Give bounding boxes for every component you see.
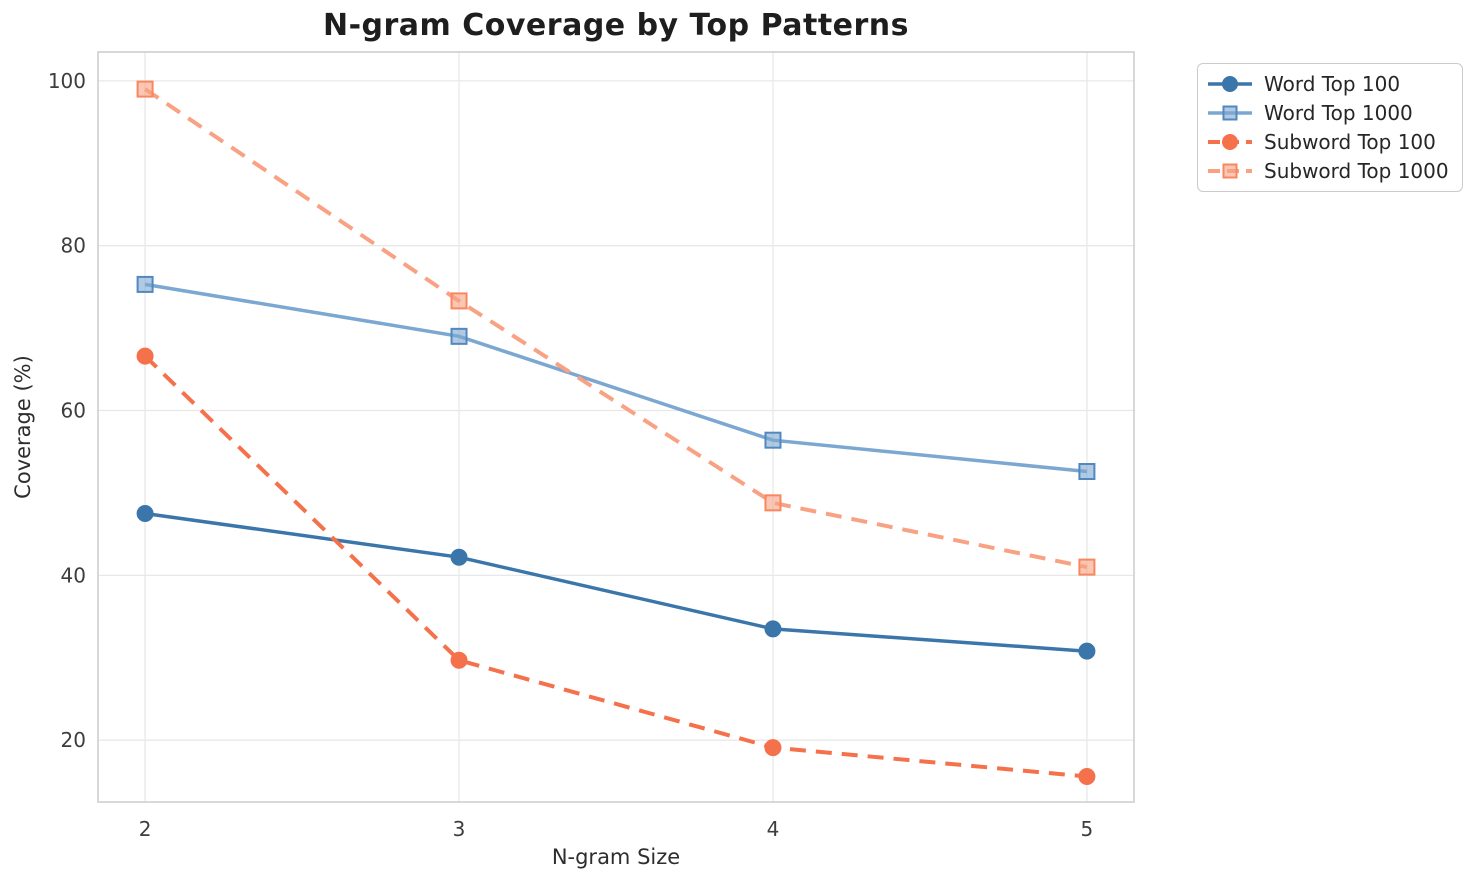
- legend-label: Subword Top 100: [1264, 130, 1436, 154]
- marker-subword-top-1000: [1078, 558, 1096, 576]
- marker-subword-top-1000: [450, 292, 468, 310]
- y-tick-label: 100: [48, 69, 86, 93]
- marker-subword-top-100: [764, 739, 782, 757]
- marker-word-top-1000: [450, 327, 468, 345]
- series-line-word-top-100: [144, 511, 1088, 653]
- legend-square-marker-icon: [1222, 163, 1238, 179]
- marker-word-top-100: [764, 620, 782, 638]
- marker-word-top-100: [450, 548, 468, 566]
- legend-circle-marker-icon: [1222, 76, 1238, 92]
- y-tick-label: 20: [61, 728, 86, 752]
- x-tick-label: 2: [139, 817, 152, 841]
- marker-word-top-1000: [136, 275, 154, 293]
- y-tick-label: 80: [61, 234, 86, 258]
- legend-item-word-top-100: Word Top 100: [1207, 70, 1462, 99]
- marker-word-top-100: [136, 505, 154, 523]
- series-line-subword-top-100: [143, 354, 1088, 779]
- x-tick-label: 4: [767, 817, 780, 841]
- legend-label: Subword Top 1000: [1264, 159, 1449, 183]
- legend: Word Top 100 Word Top 1000 Subword Top 100…: [1197, 63, 1463, 192]
- legend-label: Word Top 1000: [1264, 101, 1413, 125]
- marker-word-top-1000: [1078, 463, 1096, 481]
- marker-subword-top-1000: [764, 494, 782, 512]
- chart-title: N-gram Coverage by Top Patterns: [322, 8, 910, 43]
- y-tick-label: 40: [61, 563, 86, 587]
- y-tick-label: 60: [61, 399, 86, 423]
- marker-subword-top-100: [136, 347, 154, 365]
- x-axis-label: N-gram Size: [551, 845, 681, 869]
- legend-line-sample: [1208, 163, 1252, 179]
- y-axis-label: Coverage (%): [11, 355, 35, 499]
- marker-word-top-1000: [764, 431, 782, 449]
- legend-item-subword-top-1000: Subword Top 1000: [1207, 157, 1462, 186]
- marker-subword-top-1000: [136, 80, 154, 98]
- x-tick-label: 5: [1081, 817, 1094, 841]
- plot-border: [97, 51, 1135, 803]
- series-line-subword-top-1000: [143, 87, 1088, 570]
- legend-line-sample: [1208, 134, 1252, 150]
- marker-word-top-100: [1078, 642, 1096, 660]
- marker-subword-top-100: [450, 651, 468, 669]
- legend-line-sample: [1208, 76, 1252, 92]
- legend-label: Word Top 100: [1264, 72, 1401, 96]
- marker-subword-top-100: [1078, 767, 1096, 785]
- legend-item-subword-top-100: Subword Top 100: [1207, 128, 1462, 157]
- x-tick-label: 3: [453, 817, 466, 841]
- legend-line-sample: [1208, 105, 1252, 121]
- legend-square-marker-icon: [1222, 105, 1238, 121]
- series-line-word-top-1000: [144, 282, 1088, 474]
- legend-circle-marker-icon: [1222, 134, 1238, 150]
- legend-item-word-top-1000: Word Top 1000: [1207, 99, 1462, 128]
